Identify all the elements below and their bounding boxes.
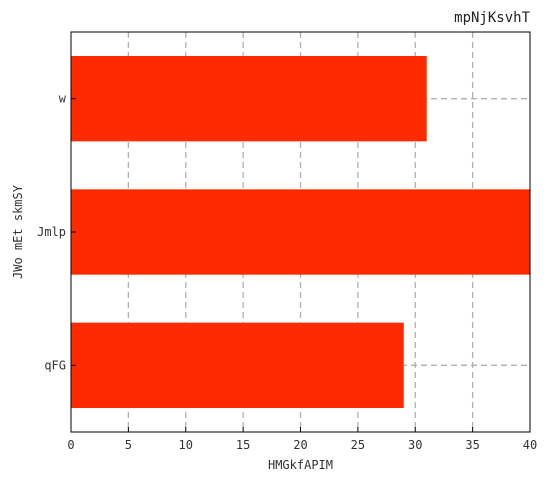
y-tick-label: qFG [44, 358, 66, 372]
chart-title: mpNjKsvhT [454, 10, 530, 26]
x-tick-label: 10 [179, 438, 193, 452]
x-axis-title: HMGkfAPIM [268, 458, 333, 472]
x-tick-label: 20 [293, 438, 307, 452]
x-tick-label: 35 [465, 438, 479, 452]
x-tick-label: 0 [67, 438, 74, 452]
y-tick-label: w [59, 92, 67, 106]
x-tick-label: 40 [523, 438, 537, 452]
bars-layer [71, 56, 530, 408]
bar-Jmlp [71, 189, 530, 275]
x-tick-label: 15 [236, 438, 250, 452]
y-axis-title: JWo mEt skmSY [11, 184, 25, 279]
bar-w [71, 56, 427, 142]
y-axis: w Jmlp qFG [37, 92, 76, 372]
bar-qFG [71, 322, 404, 408]
x-axis: 0 5 10 15 20 25 30 35 40 [67, 427, 537, 452]
x-tick-label: 5 [125, 438, 132, 452]
x-tick-label: 25 [351, 438, 365, 452]
y-tick-label: Jmlp [37, 225, 66, 239]
x-tick-label: 30 [408, 438, 422, 452]
